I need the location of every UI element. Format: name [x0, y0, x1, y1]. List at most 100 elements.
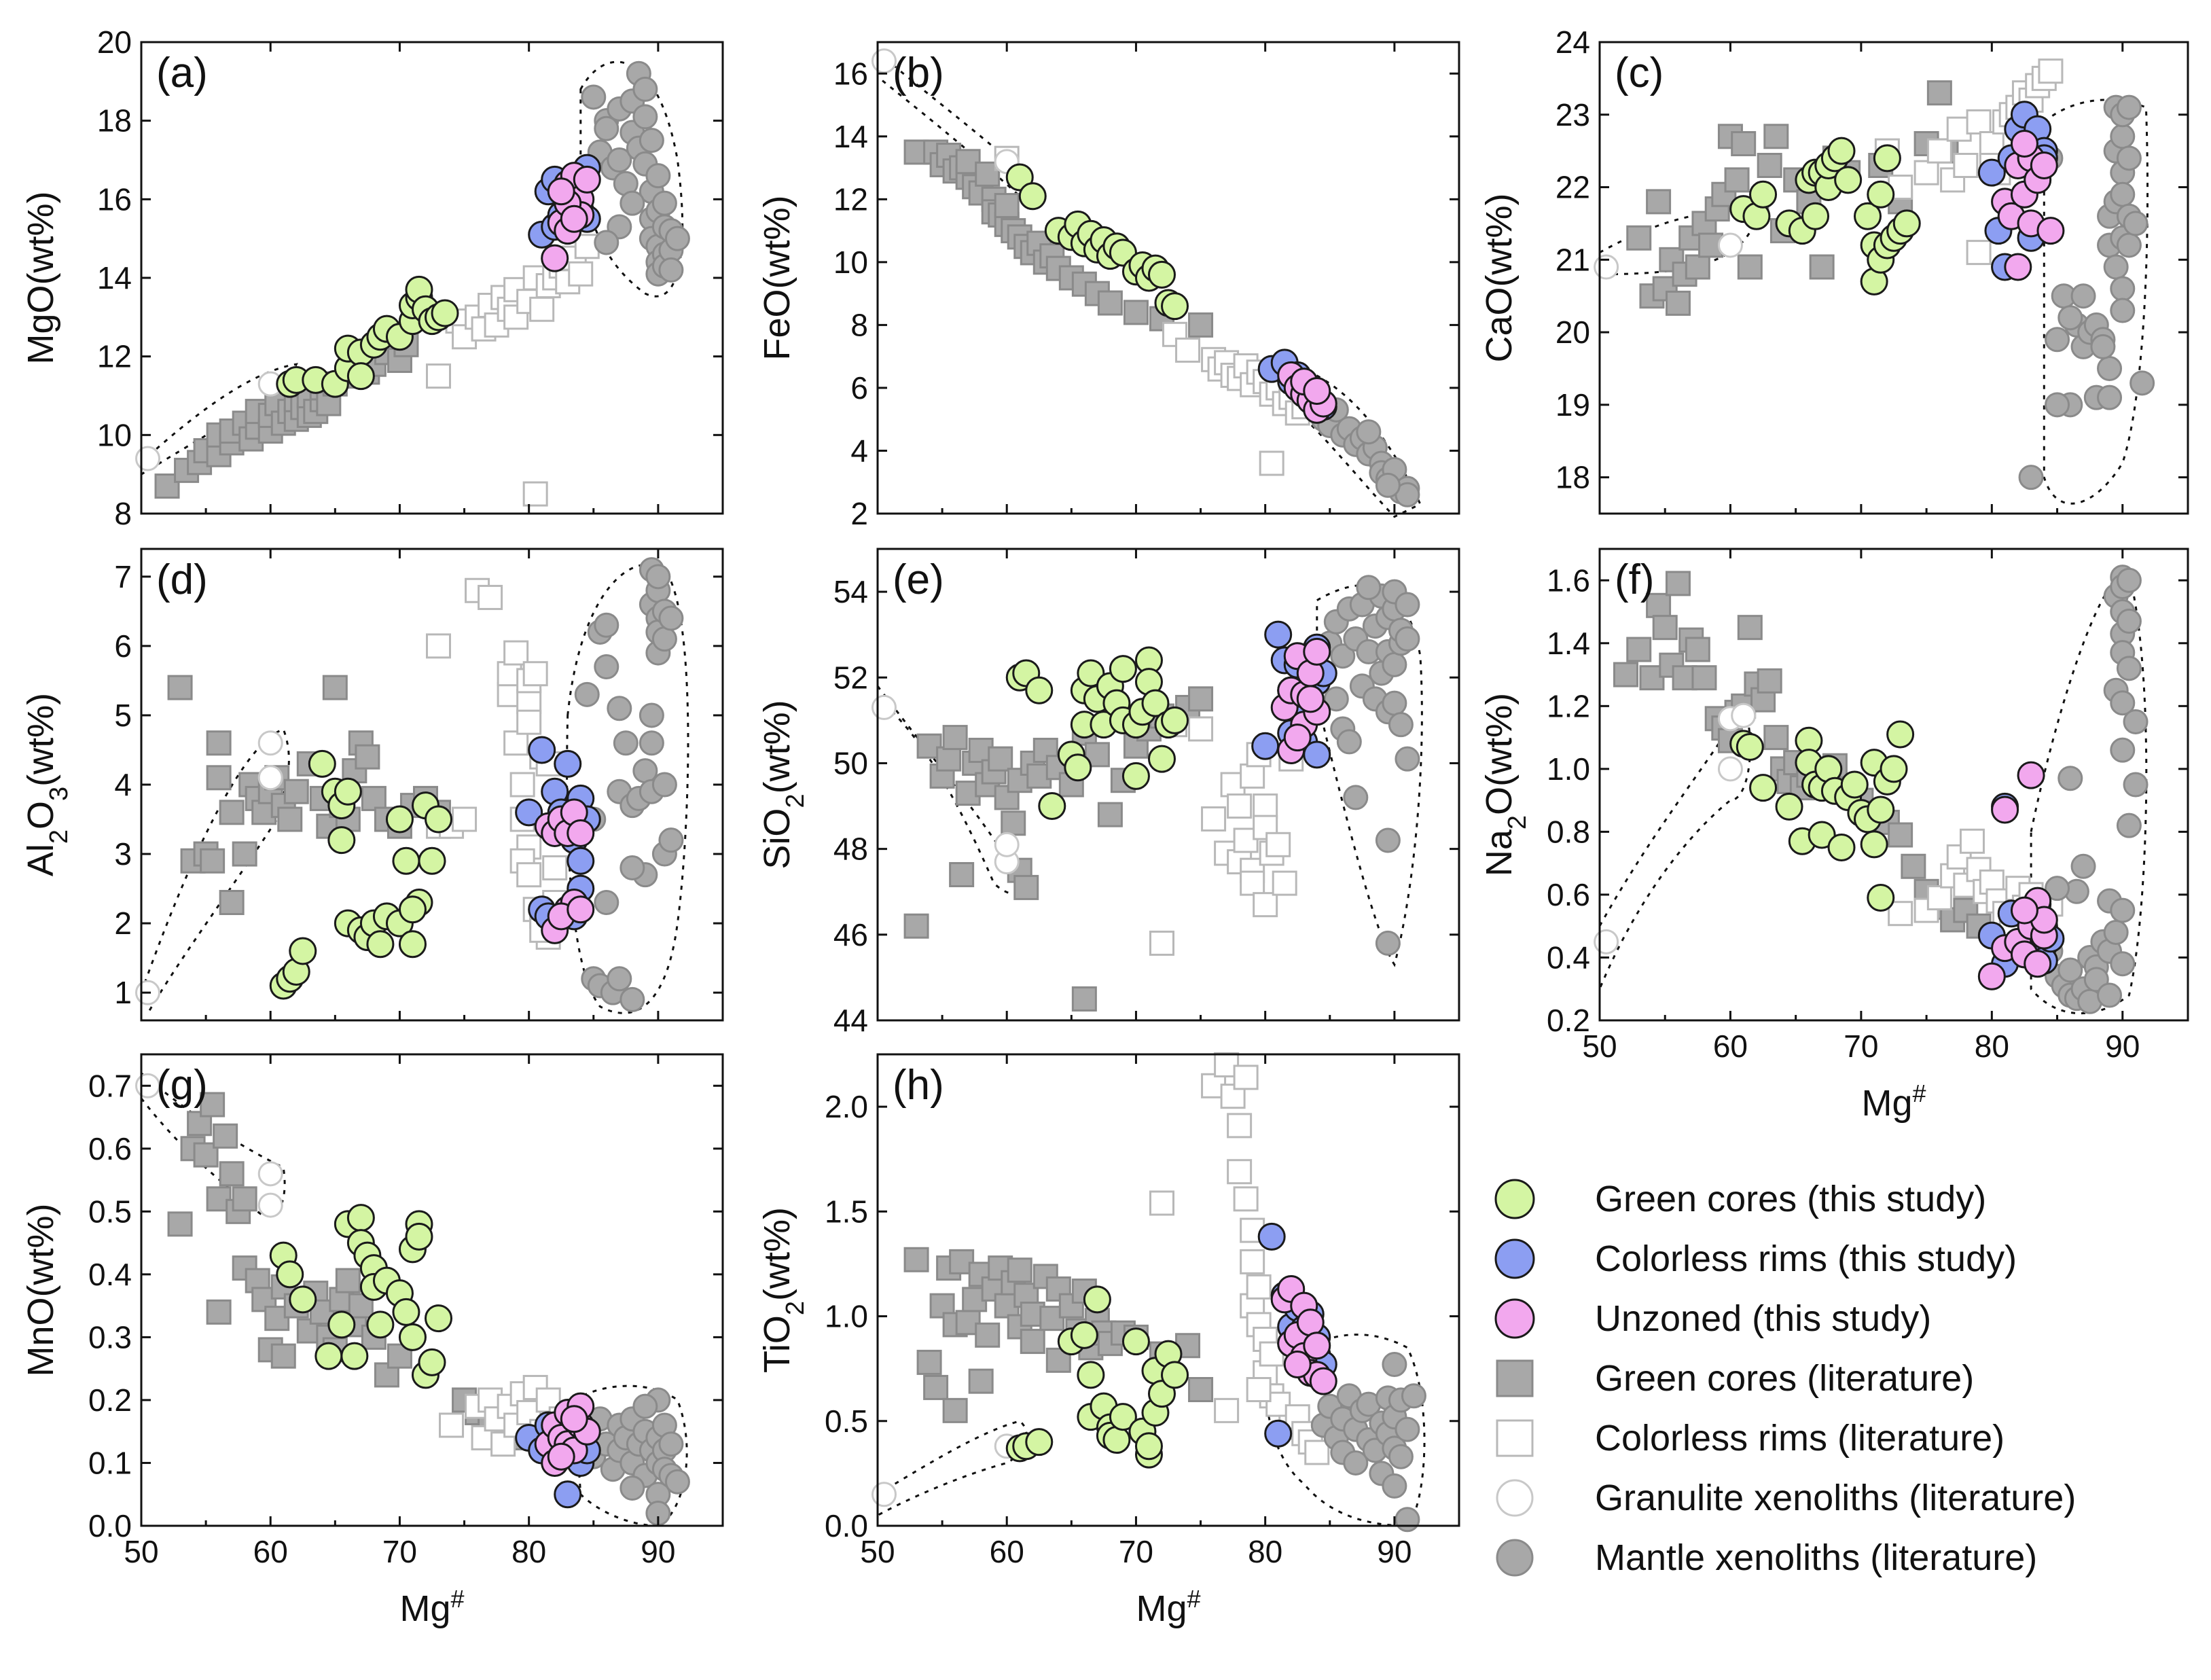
point-e-0-16 — [1013, 874, 1039, 900]
legend-label-mx_lit: Mantle xenoliths (literature) — [1595, 1537, 2037, 1578]
y-tick-label-c-1: 19 — [1556, 387, 1590, 423]
point-e-1-1 — [1188, 716, 1214, 742]
point-b-0-27 — [1097, 290, 1123, 316]
point-e-0-19 — [1032, 738, 1058, 764]
series-d-4 — [269, 749, 453, 1000]
y-tick-label-b-7: 16 — [833, 56, 868, 91]
point-e-4-3 — [1038, 792, 1066, 821]
panel-label-b: (b) — [893, 50, 944, 96]
point-d-3-5 — [594, 612, 619, 638]
y-tick-label-g-3: 0.3 — [88, 1319, 132, 1355]
point-h-0-11 — [968, 1368, 994, 1394]
panel-label-c: (c) — [1615, 50, 1664, 96]
y-tick-label-g-1: 0.1 — [88, 1445, 132, 1480]
point-d-3-34 — [594, 890, 619, 915]
y-tick-label-g-4: 0.4 — [88, 1257, 132, 1292]
point-d-1-8 — [503, 730, 529, 756]
point-c-3-23 — [2110, 276, 2136, 302]
point-d-4-16 — [385, 805, 414, 834]
point-h-0-21 — [1020, 1329, 1045, 1355]
point-f-3-30 — [2116, 812, 2142, 838]
point-e-1-12 — [1253, 793, 1278, 819]
point-d-3-9 — [607, 696, 632, 721]
series-h-0 — [903, 1247, 1214, 1423]
point-d-3-33 — [619, 855, 645, 880]
point-h-4-12 — [1109, 1403, 1137, 1431]
point-d-1-17 — [542, 855, 568, 880]
point-c-3-31 — [2129, 370, 2155, 396]
plot-frame-b — [876, 41, 1460, 515]
point-f-4-14 — [1840, 770, 1869, 799]
point-e-3-2 — [1323, 686, 1349, 712]
point-c-4-12 — [1827, 137, 1856, 165]
point-c-3-34 — [2057, 305, 2083, 331]
y-tick-label-c-0: 18 — [1556, 460, 1590, 495]
point-g-0-4 — [200, 1092, 226, 1118]
point-b-0-28 — [1123, 300, 1149, 325]
y-tick-label-e-2: 48 — [833, 832, 868, 867]
point-h-6-8 — [1303, 1332, 1331, 1360]
series-f-2 — [1594, 702, 1757, 954]
point-b-1-18 — [1259, 450, 1284, 476]
y-axis-label-f: Na2O(wt%) — [1479, 693, 1532, 876]
point-f-2-3 — [1731, 702, 1757, 728]
point-h-0-18 — [1007, 1257, 1032, 1283]
point-g-4-12 — [366, 1310, 395, 1339]
point-a-6-10 — [560, 204, 588, 233]
point-f-0-2 — [1639, 665, 1665, 691]
point-d-4-17 — [392, 846, 420, 875]
point-f-3-29 — [2116, 656, 2142, 681]
y-tick-label-a-2: 12 — [97, 339, 132, 374]
panel-a: 8 10 12 14 16 18 20 (a) MgO(wt%) — [20, 24, 724, 531]
point-c-3-0 — [2018, 465, 2044, 490]
point-c-0-16 — [1737, 254, 1763, 280]
point-d-0-26 — [361, 785, 387, 811]
point-e-0-13 — [1001, 810, 1026, 836]
point-h-2-0 — [871, 1482, 897, 1507]
point-d-0-25 — [355, 744, 380, 770]
x-tick-label-f-4: 90 — [2105, 1029, 2140, 1064]
point-d-4-4 — [308, 749, 336, 778]
point-h-4-13 — [1121, 1327, 1150, 1356]
legend-label-gc_ts: Green cores (this study) — [1595, 1179, 1986, 1219]
point-g-0-29 — [374, 1362, 399, 1388]
series-e-4 — [1005, 646, 1189, 821]
y-axis-label-a: MgO(wt%) — [20, 192, 61, 365]
point-d-3-12 — [619, 986, 645, 1012]
point-e-3-27 — [1395, 592, 1420, 618]
point-h-3-24 — [1401, 1383, 1426, 1409]
point-c-6-2 — [2004, 253, 2032, 281]
y-tick-label-g-6: 0.6 — [88, 1131, 132, 1166]
point-e-5-0 — [1251, 732, 1280, 760]
point-e-1-2 — [1201, 806, 1227, 832]
point-h-3-23 — [1395, 1507, 1420, 1533]
point-f-3-8 — [2070, 853, 2096, 879]
point-c-3-24 — [2110, 298, 2136, 323]
point-c-1-17 — [2038, 58, 2064, 84]
point-b-0-30 — [1188, 312, 1214, 338]
point-h-0-6 — [942, 1397, 968, 1423]
legend-label-cr_lit: Colorless rims (literature) — [1595, 1418, 2005, 1459]
point-d-1-7 — [503, 640, 529, 666]
point-h-6-11 — [1283, 1350, 1312, 1378]
point-e-4-8 — [1077, 659, 1105, 687]
series-h-2 — [871, 1433, 1020, 1507]
y-tick-label-h-4: 2.0 — [825, 1089, 868, 1124]
x-tick-label-g-2: 70 — [382, 1534, 417, 1569]
point-a-3-0 — [581, 84, 607, 110]
point-c-0-29 — [1926, 80, 1952, 106]
series-a-4 — [276, 275, 459, 398]
point-e-0-4 — [942, 725, 968, 751]
y-tick-label-b-4: 10 — [833, 245, 868, 280]
panel-label-f: (f) — [1615, 556, 1655, 603]
point-f-0-19 — [1757, 668, 1782, 694]
y-tick-label-h-3: 1.5 — [825, 1194, 868, 1229]
y-tick-label-a-5: 18 — [97, 103, 132, 139]
y-tick-label-f-2: 0.6 — [1547, 877, 1590, 912]
point-h-3-18 — [1382, 1473, 1407, 1499]
point-h-3-22 — [1395, 1416, 1420, 1442]
y-axis-label-e: SiO2(wt%) — [757, 700, 810, 869]
point-e-0-5 — [949, 861, 975, 887]
point-f-6-6 — [2017, 761, 2045, 789]
x-tick-label-f-3: 80 — [1975, 1029, 2009, 1064]
